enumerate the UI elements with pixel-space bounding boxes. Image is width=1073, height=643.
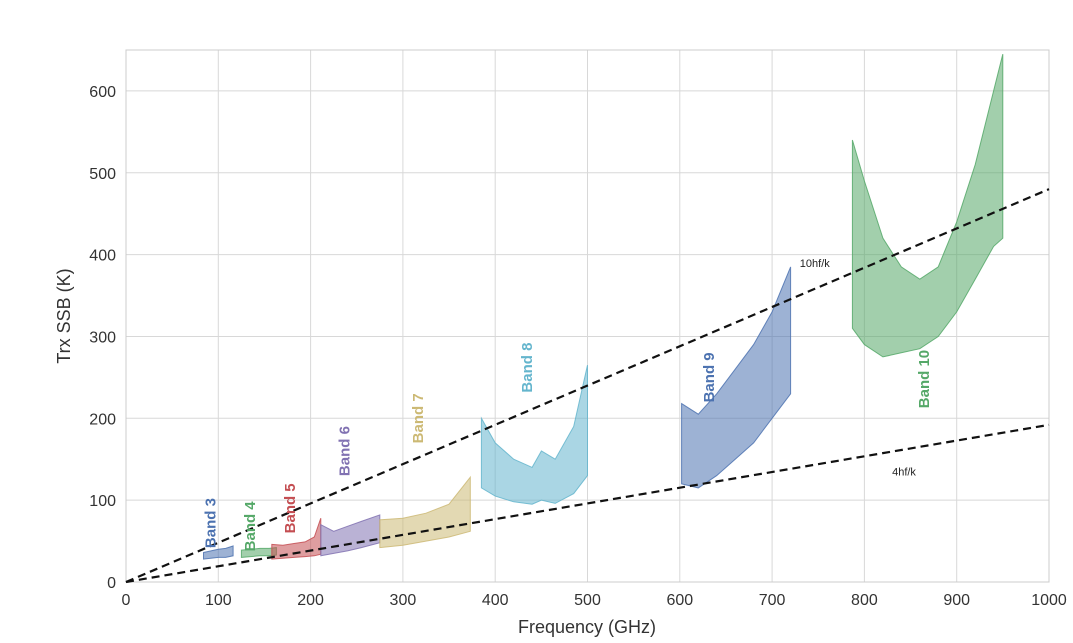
band-5-label: Band 5 xyxy=(282,483,299,533)
band-6-label: Band 6 xyxy=(336,426,353,476)
band-areas xyxy=(203,53,1004,560)
x-tick-label: 500 xyxy=(574,592,601,609)
band-10-label: Band 10 xyxy=(916,350,933,408)
plot-frame xyxy=(125,49,1050,583)
reference-line-label-10hf-k: 10hf/k xyxy=(800,258,830,270)
y-tick-label: 200 xyxy=(89,411,116,428)
band-10-area xyxy=(851,53,1004,358)
x-tick-label: 600 xyxy=(666,592,693,609)
x-tick-label: 100 xyxy=(205,592,232,609)
y-tick-label: 300 xyxy=(89,329,116,346)
y-axis-ticks: 0 100 200 300 400 500 600 xyxy=(89,84,116,592)
x-tick-label: 700 xyxy=(759,592,786,609)
band-9-label: Band 9 xyxy=(701,352,718,402)
band-7-area xyxy=(379,475,471,549)
x-tick-label: 200 xyxy=(297,592,324,609)
band-labels: Band 3 Band 4 Band 5 Band 6 Band 7 Band 8 Band… xyxy=(203,343,933,552)
x-tick-label: 0 xyxy=(122,592,131,609)
reference-line-10hf-k xyxy=(125,188,1050,584)
reference-line-4hf-k xyxy=(125,423,1050,584)
x-axis-label: Frequency (GHz) xyxy=(518,617,656,637)
band-4-label: Band 4 xyxy=(242,501,259,552)
x-tick-label: 300 xyxy=(390,592,417,609)
x-tick-label: 900 xyxy=(943,592,970,609)
y-tick-label: 600 xyxy=(89,84,116,101)
x-tick-label: 400 xyxy=(482,592,509,609)
band-8-area xyxy=(480,364,588,505)
y-tick-label: 100 xyxy=(89,493,116,510)
band-3-area xyxy=(203,545,234,560)
reference-lines: 10hf/k 4hf/k xyxy=(125,188,1050,584)
band-3-label: Band 3 xyxy=(203,498,220,548)
y-tick-label: 0 xyxy=(107,575,116,592)
y-tick-label: 500 xyxy=(89,166,116,183)
reference-line-label-4hf-k: 4hf/k xyxy=(892,467,916,479)
y-tick-label: 400 xyxy=(89,248,116,265)
x-tick-label: 1000 xyxy=(1031,592,1067,609)
x-axis-ticks: 0 100 200 300 400 500 600 700 800 900 1000 xyxy=(122,592,1067,609)
x-tick-label: 800 xyxy=(851,592,878,609)
band-7-label: Band 7 xyxy=(410,393,427,443)
band-8-label: Band 8 xyxy=(519,343,536,393)
y-axis-label: Trx SSB (K) xyxy=(54,268,74,363)
